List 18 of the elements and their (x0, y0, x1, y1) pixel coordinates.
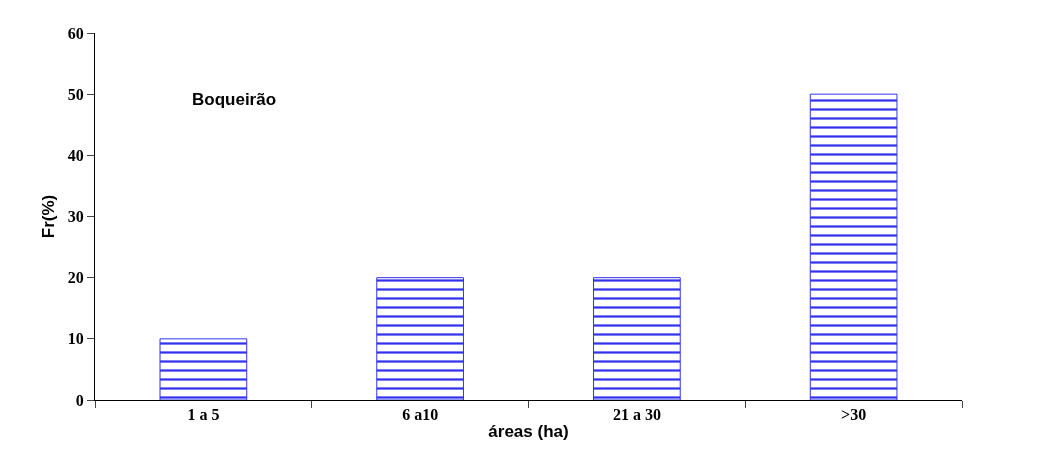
x-tick-label: >30 (841, 406, 867, 424)
annotation: Boqueirão (192, 90, 277, 109)
y-tick-label: 10 (67, 330, 84, 348)
y-tick-label: 50 (67, 85, 84, 103)
x-tick-label: 1 a 5 (187, 406, 220, 424)
bar (809, 93, 898, 400)
y-axis-title: Fr(%) (39, 194, 59, 239)
x-tick-label: 21 a 30 (612, 406, 661, 424)
bar (376, 277, 464, 400)
bar (593, 277, 681, 400)
y-tick-label: 0 (75, 391, 84, 409)
y-tick-label: 20 (67, 269, 84, 287)
x-axis-title: áreas (ha) (488, 421, 569, 441)
bar (159, 338, 248, 400)
y-tick-label: 60 (67, 24, 84, 42)
y-tick-label: 30 (67, 208, 84, 226)
x-tick-label: 6 a10 (402, 406, 439, 424)
y-tick-label: 40 (67, 146, 84, 164)
